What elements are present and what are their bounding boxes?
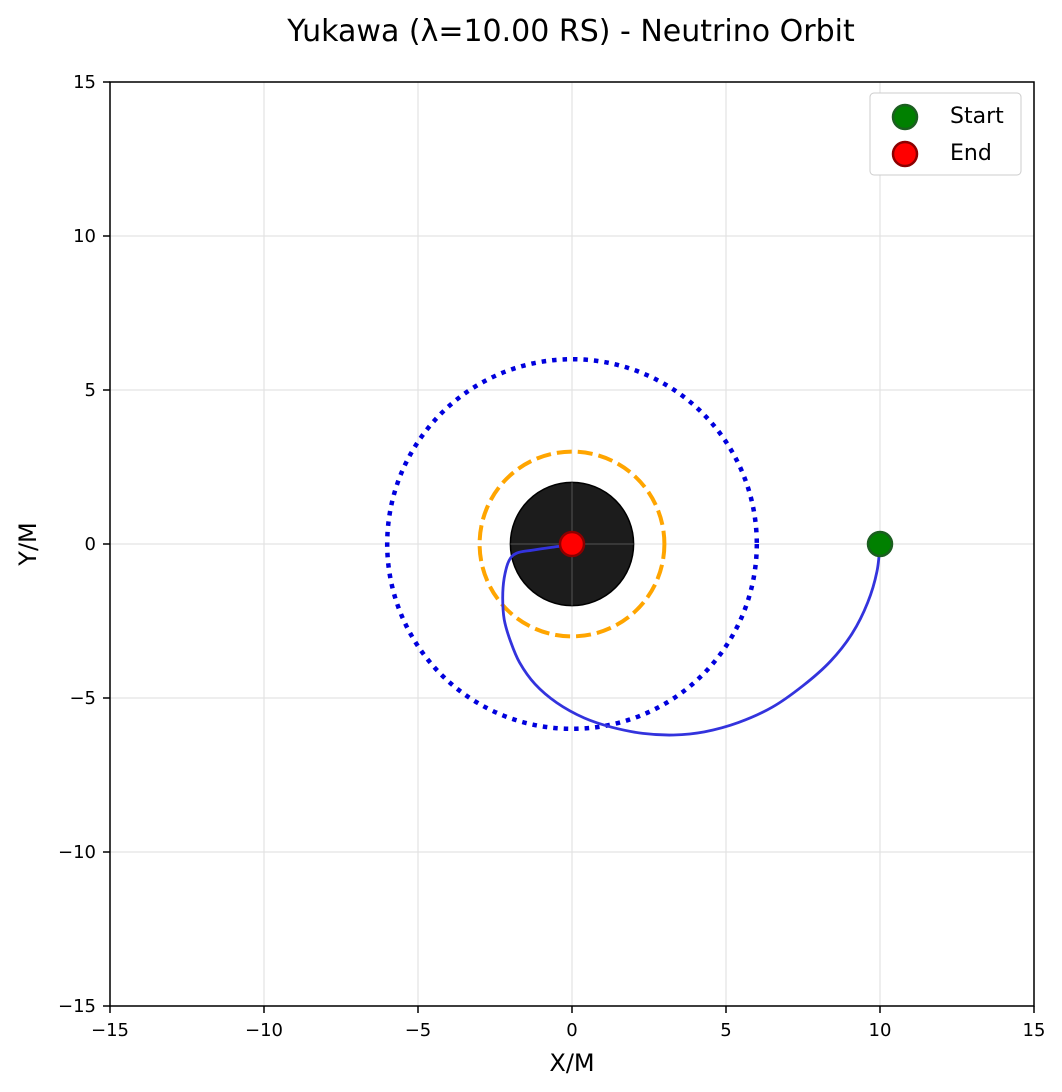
legend: Start End [869, 92, 1022, 176]
legend-start-label: Start [950, 104, 1004, 129]
y-tick-label: −5 [69, 688, 96, 709]
y-tick-label: 5 [85, 380, 96, 401]
overlay-layer [384, 356, 894, 737]
x-tick-label: 10 [869, 1020, 892, 1041]
x-tick-label: −5 [405, 1020, 432, 1041]
plot-area [109, 81, 1035, 1007]
y-tick-label: −15 [58, 996, 96, 1017]
start-point [866, 530, 894, 558]
y-tick-label: 0 [85, 534, 96, 555]
x-tick-label: 5 [720, 1020, 731, 1041]
isco-circle [384, 356, 760, 732]
x-tick-label: 15 [1023, 1020, 1046, 1041]
x-tick-label: −10 [245, 1020, 283, 1041]
chart-title: Yukawa (λ=10.00 RS) - Neutrino Orbit [286, 14, 855, 49]
legend-end-marker [891, 140, 919, 168]
y-axis-label: Y/M [14, 522, 42, 566]
end-point [558, 530, 586, 558]
trajectory-line [501, 542, 882, 737]
y-axis-ticks: −15 −10 −5 0 5 10 15 [58, 72, 110, 1017]
x-tick-label: −15 [91, 1020, 129, 1041]
x-axis-ticks: −15 −10 −5 0 5 10 15 [91, 1006, 1045, 1041]
y-tick-label: −10 [58, 842, 96, 863]
legend-end-label: End [950, 141, 992, 166]
x-tick-label: 0 [566, 1020, 577, 1041]
x-axis-label: X/M [549, 1049, 594, 1077]
photon-sphere-circle [477, 449, 667, 639]
y-tick-label: 10 [73, 226, 96, 247]
legend-start-marker [891, 103, 919, 131]
y-tick-label: 15 [73, 72, 96, 93]
